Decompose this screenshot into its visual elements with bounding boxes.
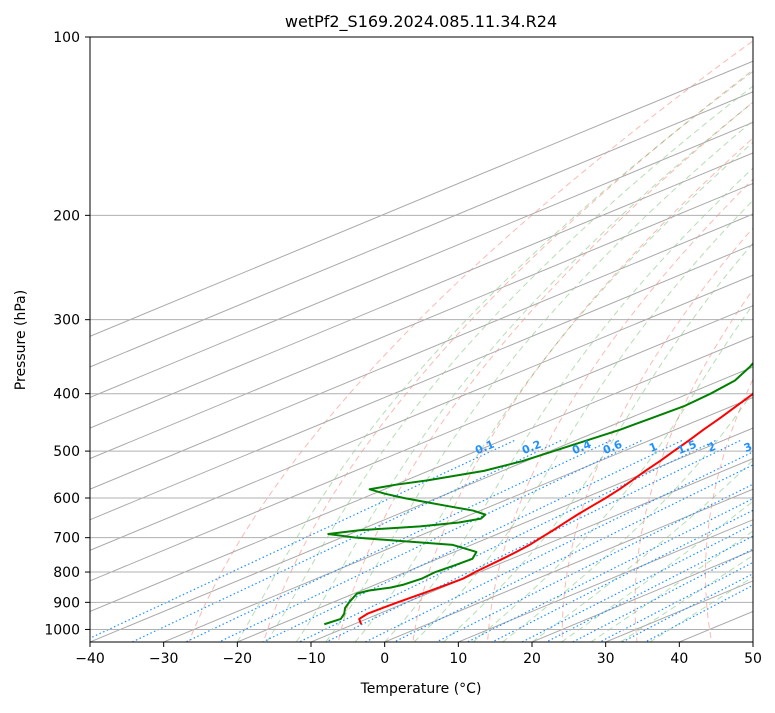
x-tick-label: 30 [597, 651, 615, 667]
y-axis-title: Pressure (hPa) [13, 290, 29, 390]
y-tick-label: 800 [53, 565, 80, 581]
y-tick-label: 1000 [44, 622, 80, 638]
y-tick-label: 400 [53, 387, 80, 403]
x-tick-label: 0 [380, 651, 389, 667]
y-tick-label: 200 [53, 208, 80, 224]
chart-title: wetPf2_S169.2024.085.11.34.R24 [285, 12, 557, 32]
x-tick-label: 40 [670, 651, 688, 667]
y-tick-label: 300 [53, 313, 80, 329]
y-tick-label: 100 [53, 30, 80, 46]
x-axis-title: Temperature (°C) [360, 681, 482, 697]
x-tick-label: −30 [149, 651, 179, 667]
x-tick-label: 50 [744, 651, 762, 667]
y-tick-label: 900 [53, 595, 80, 611]
x-tick-label: 20 [523, 651, 541, 667]
x-tick-label: −40 [75, 651, 105, 667]
y-tick-label: 700 [53, 531, 80, 547]
x-tick-label: −20 [223, 651, 253, 667]
x-tick-label: −10 [296, 651, 326, 667]
y-tick-label: 500 [53, 444, 80, 460]
y-tick-label: 600 [53, 491, 80, 507]
x-tick-label: 10 [449, 651, 467, 667]
